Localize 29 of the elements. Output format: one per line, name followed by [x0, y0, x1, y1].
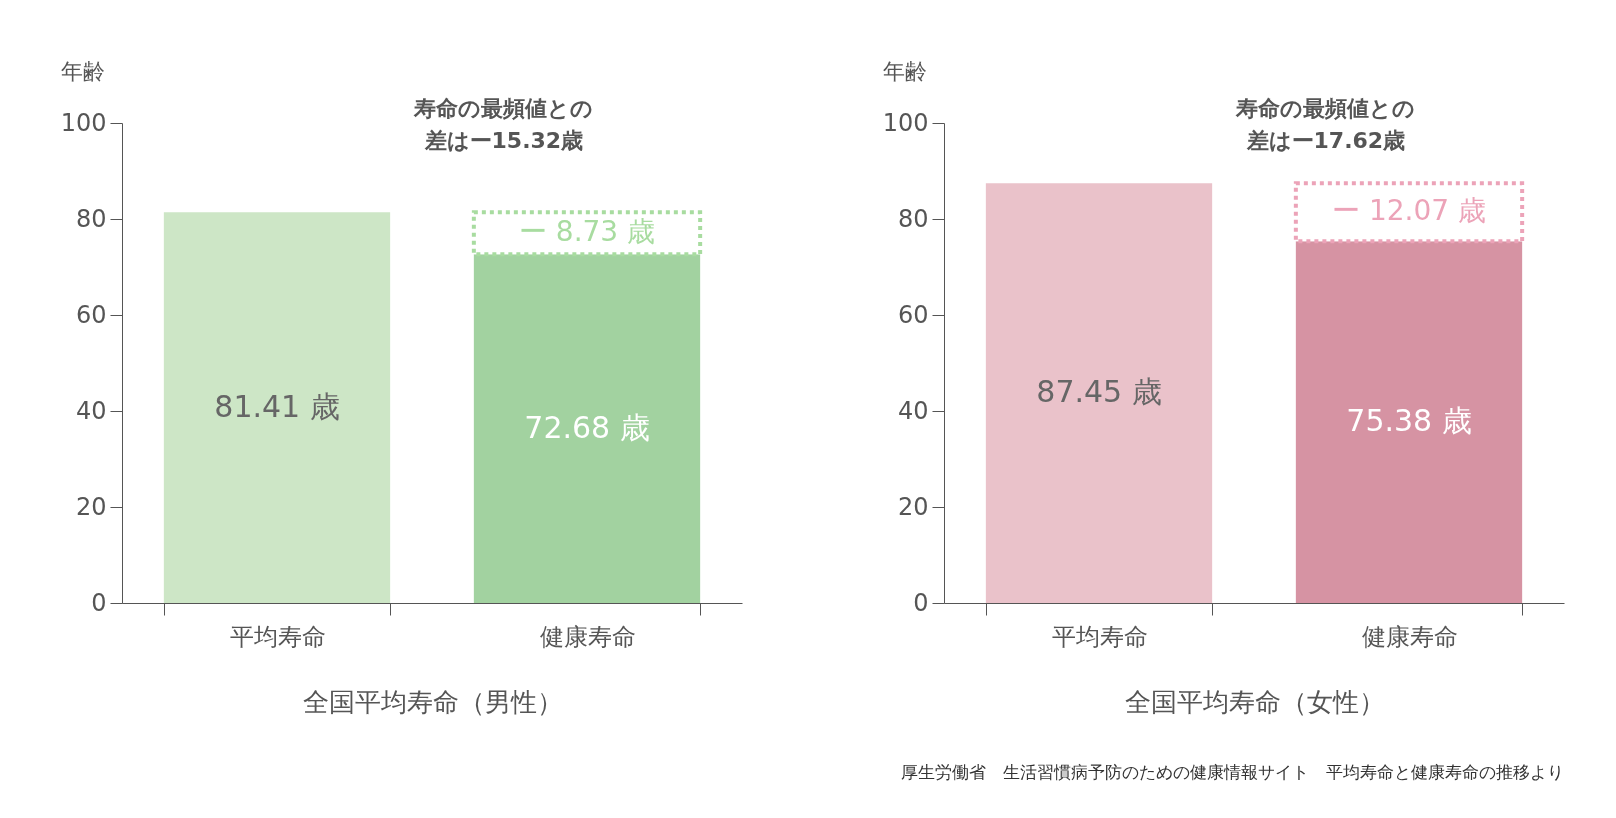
y-tick-label: 20	[897, 492, 929, 521]
y-tick-label: 60	[897, 300, 929, 329]
annotation: 寿命の最頻値との差はー17.62歳	[1235, 96, 1416, 153]
x-tick-label: 平均寿命	[229, 622, 326, 651]
y-axis-title: 年齢	[60, 58, 105, 84]
y-tick-label: 40	[75, 396, 107, 425]
data-label: 87.45 歳	[1036, 374, 1162, 410]
y-tick-label: 80	[75, 204, 107, 233]
y-tick-label: 100	[882, 108, 929, 137]
data-label: 72.68 歳	[524, 409, 650, 445]
text: 厚生労働省 生活習慣病予防のための健康情報サイト 平均寿命と健康寿命の推移より	[901, 762, 1564, 782]
y-tick-label: 60	[75, 300, 107, 329]
y-axis-title: 年齢	[882, 58, 927, 84]
x-tick-label: 健康寿命	[1361, 622, 1458, 651]
data-label: 81.41 歳	[214, 388, 340, 424]
y-tick-label: 0	[913, 588, 929, 617]
y-tick-label: 0	[91, 588, 107, 617]
y-tick-label: 80	[897, 204, 929, 233]
data-label: 75.38 歳	[1346, 403, 1472, 439]
data-label: ー 12.07 歳	[1332, 194, 1486, 228]
x-axis-title: 全国平均寿命（女性）	[1124, 686, 1385, 717]
y-tick-label: 40	[897, 396, 929, 425]
x-tick-label: 健康寿命	[539, 622, 636, 651]
x-axis-title: 全国平均寿命（男性）	[302, 686, 563, 717]
y-tick-label: 100	[60, 108, 107, 137]
data-label: ー 8.73 歳	[518, 215, 656, 249]
x-tick-label: 平均寿命	[1051, 622, 1148, 651]
y-tick-label: 20	[75, 492, 107, 521]
annotation: 寿命の最頻値との差はー15.32歳	[413, 96, 594, 153]
